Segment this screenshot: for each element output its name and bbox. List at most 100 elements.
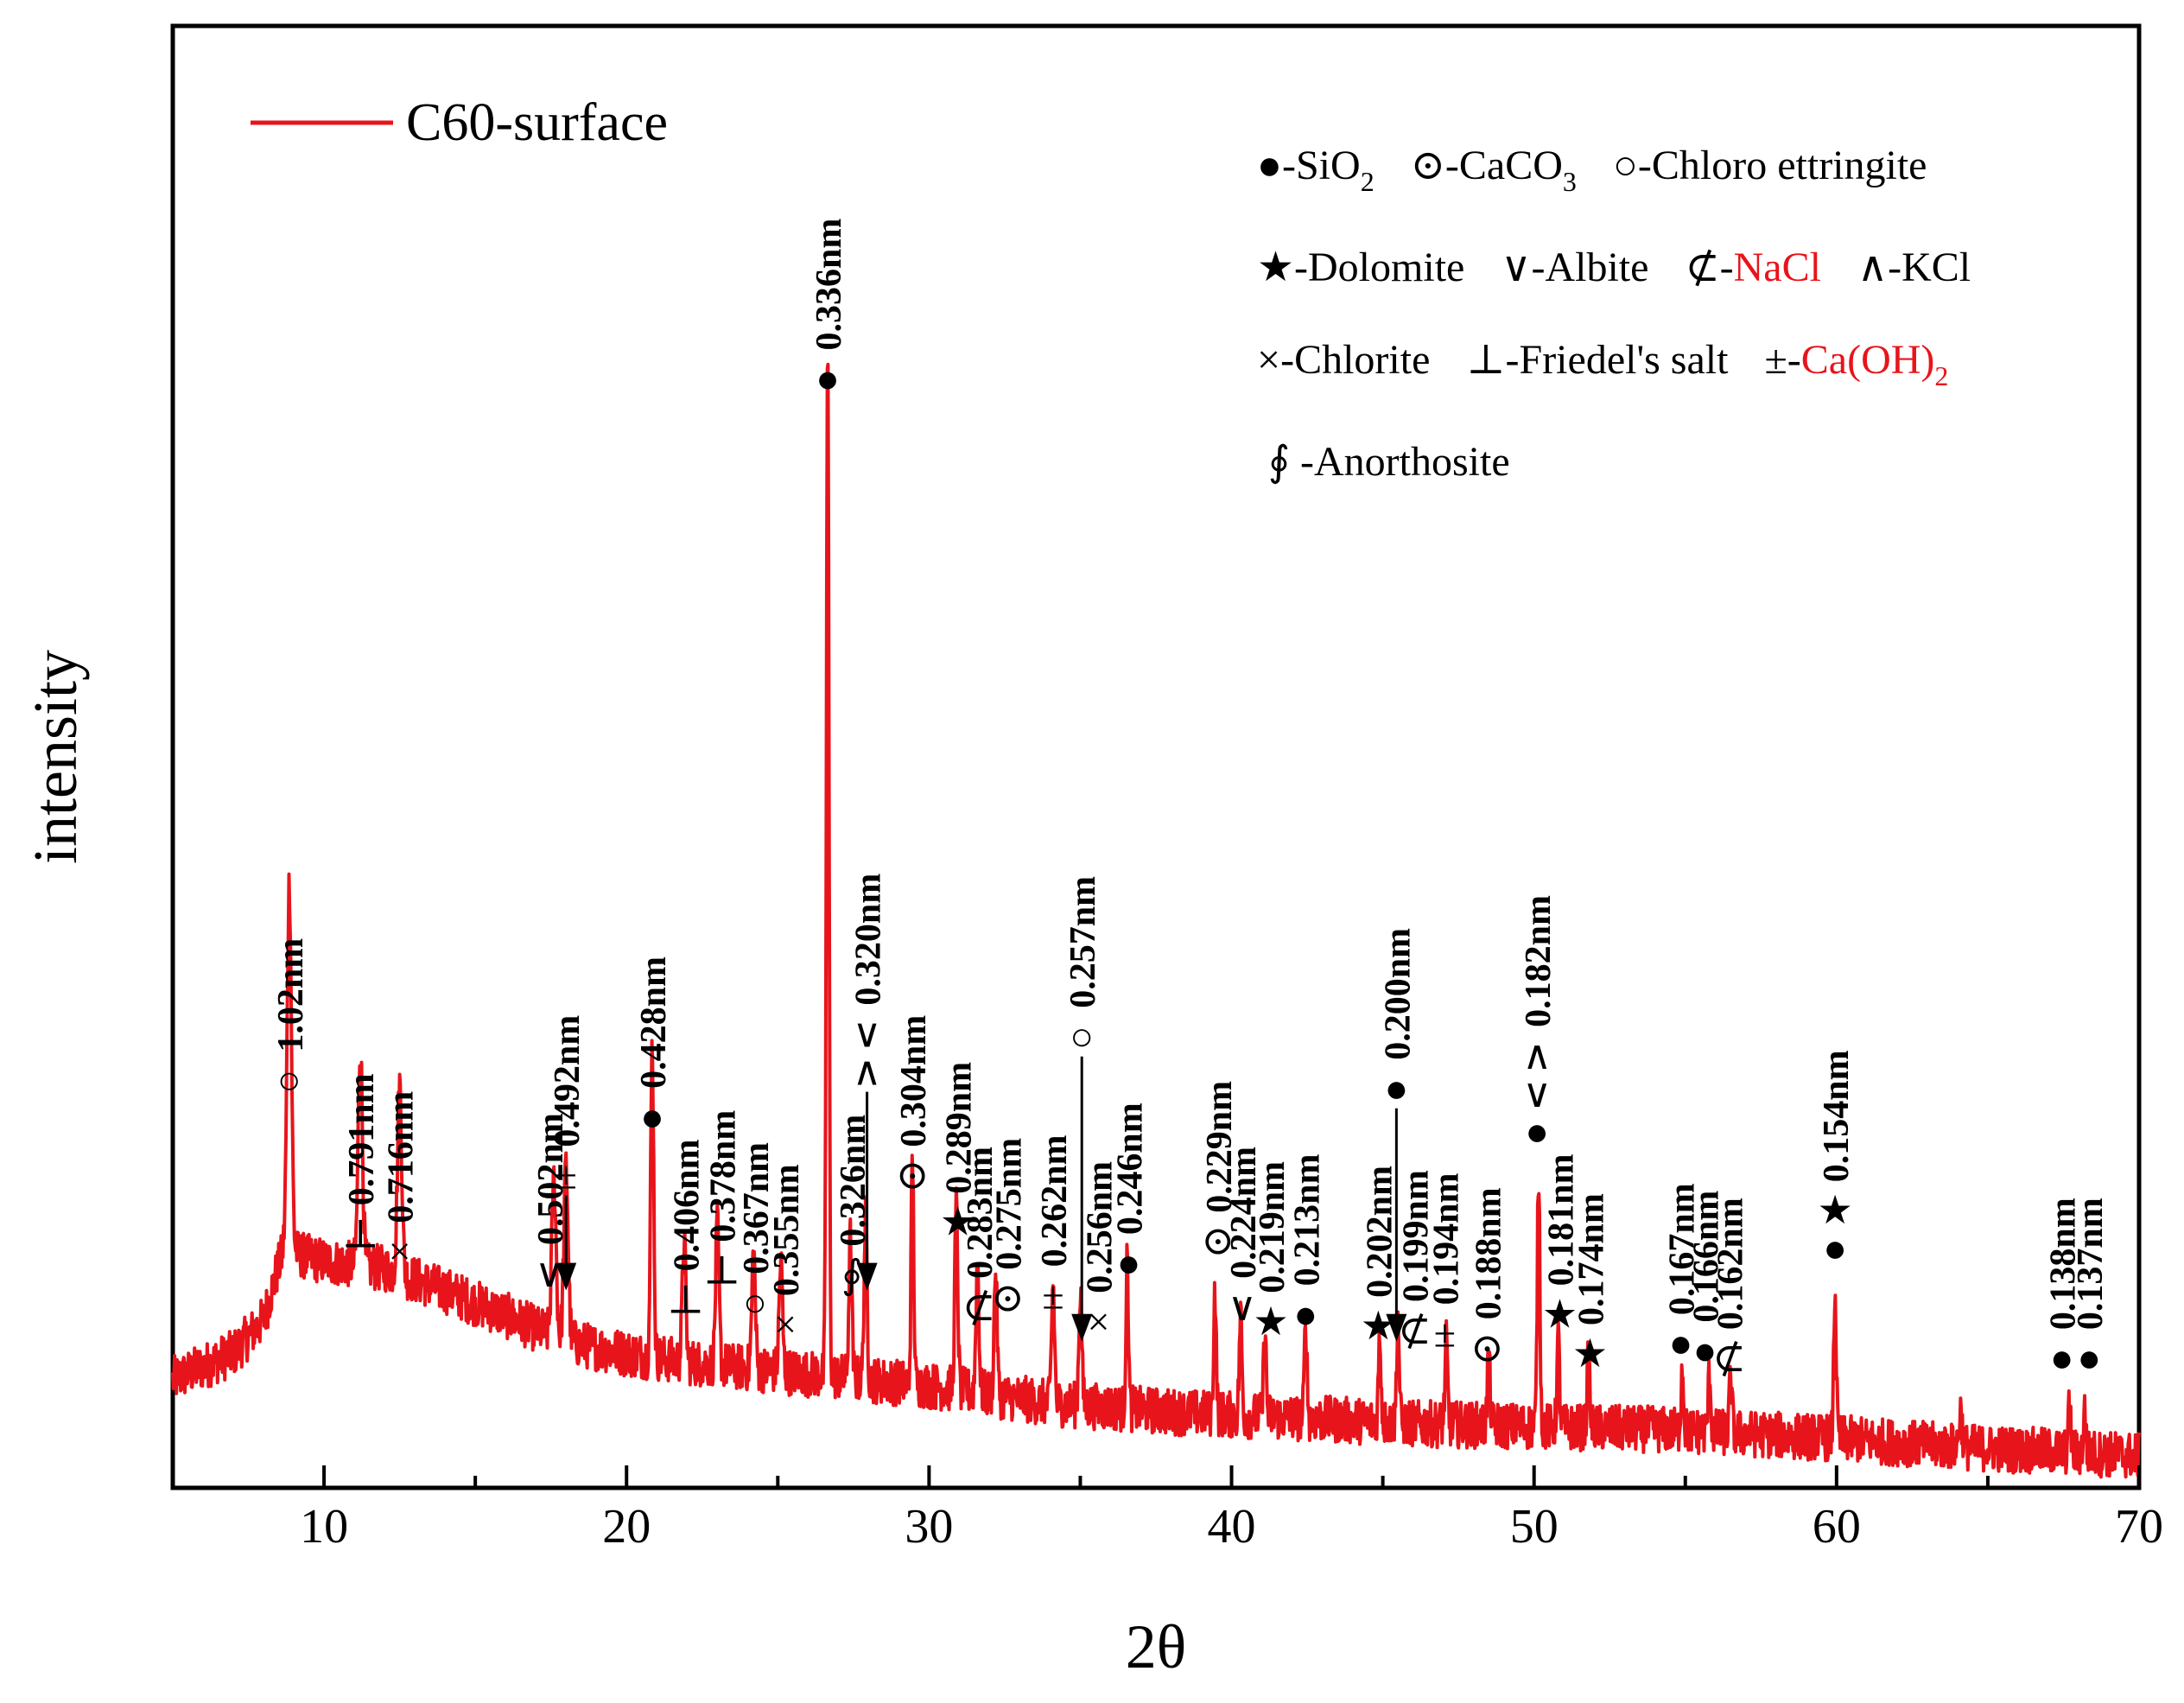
peak-annotation: ● 0.167nm (1663, 1183, 1703, 1365)
peak-annotation: ⊥ 0.791nm (341, 1073, 382, 1255)
key-symbol-dolomite: ★ (1257, 245, 1294, 290)
annotation-symbol: ○ (743, 1280, 767, 1325)
annotation-d-spacing-label: 0.219nm (1253, 1161, 1292, 1293)
annotation-symbol: ● (2050, 1336, 2074, 1380)
key-symbol-anorthosite: ∮ (1268, 439, 1290, 485)
peak-annotation: ⊄ 0.283nm (961, 1147, 1000, 1329)
annotation-symbol: × (774, 1302, 797, 1346)
peak-annotation: ● 0.137nm (2071, 1198, 2111, 1380)
annotation-symbol: ∧ (1522, 1033, 1552, 1077)
annotation-d-spacing-label: 0.213nm (1287, 1153, 1327, 1286)
peak-annotation: ±0.492nm (548, 1015, 587, 1291)
x-tick-label: 30 (905, 1500, 953, 1554)
annotation-d-spacing-label: 0.275nm (989, 1138, 1029, 1270)
annotation-symbol: ● (1384, 1066, 1408, 1110)
annotation-d-spacing-label: 0.428nm (634, 956, 674, 1089)
peak-annotation: ● 0.246nm (1110, 1103, 1150, 1285)
key-symbol-chloro-ettringite: ○ (1613, 143, 1638, 188)
annotation-d-spacing-label: 0.181nm (1541, 1153, 1581, 1286)
peak-annotation: ★ 0.202nm (1360, 1166, 1400, 1348)
peak-annotation: ★ 0.289nm (940, 1062, 980, 1244)
phase-key-row-2: ★-Dolomite ∨-Albite ⊄-NaCl ∧-KCl (1257, 245, 1971, 290)
annotation-symbol: ∧ (853, 1050, 882, 1094)
peak-annotation: ●★ 0.154nm (1817, 1050, 1857, 1270)
peak-annotation: ⊄ 0.199nm (1396, 1170, 1436, 1352)
series-line-c60-surface (171, 362, 2141, 1479)
annotation-arrow-head (556, 1262, 577, 1291)
key-name-sio2: SiO (1296, 143, 1361, 188)
y-axis-title: intensity (21, 650, 90, 864)
x-tick-label: 70 (2115, 1500, 2163, 1554)
key-symbol-caoh2: ± (1764, 337, 1787, 383)
x-tick-label: 50 (1510, 1500, 1559, 1554)
x-tick-label: 20 (602, 1500, 651, 1554)
annotation-d-spacing-label: 0.367nm (737, 1142, 777, 1274)
annotation-symbol: ⊄ (1398, 1308, 1432, 1352)
key-name-anorthosite: Anorthosite (1314, 439, 1510, 485)
annotation-symbol: ● (1293, 1292, 1317, 1336)
peak-annotation: ⊄ 0.162nm (1711, 1198, 1751, 1380)
peak-annotation: ●∨∧ 0.182nm (1519, 895, 1559, 1153)
annotation-d-spacing-label: 0.166nm (1687, 1191, 1727, 1323)
key-name-friedels-salt: Friedel's salt (1520, 337, 1730, 383)
annotation-d-spacing-label: 0.162nm (1711, 1198, 1751, 1330)
key-name-kcl: KCl (1901, 245, 1971, 290)
annotation-symbol: × (1087, 1299, 1109, 1344)
annotation-d-spacing-label: 0.355nm (767, 1164, 807, 1296)
annotation-d-spacing-label: 0.336nm (809, 219, 849, 351)
annotation-symbol: ● (2077, 1336, 2101, 1380)
annotation-d-spacing-label: 1.02nm (271, 938, 311, 1052)
annotation-symbol: ○ (1070, 1014, 1094, 1058)
key-symbol-caco3: ⊙ (1411, 143, 1445, 188)
annotation-arrow-head (1071, 1313, 1093, 1342)
key-name-dolomite: Dolomite (1308, 245, 1464, 290)
key-symbol-nacl: ⊄ (1685, 245, 1719, 290)
annotation-symbol: ± (556, 1153, 577, 1198)
peak-annotation: ○ 1.02nm (271, 938, 311, 1103)
peak-annotation: ⊙ 0.229nm (1200, 1081, 1240, 1263)
x-axis-title: 2θ (1126, 1612, 1187, 1681)
peak-annotation: ★ 0.174nm (1571, 1193, 1611, 1376)
annotation-d-spacing-label: 0.224nm (1224, 1147, 1264, 1279)
annotation-d-spacing-label: 0.138nm (2044, 1198, 2084, 1330)
annotation-d-spacing-label: 0.246nm (1110, 1103, 1150, 1235)
peak-annotation: ★ 0.219nm (1253, 1161, 1292, 1344)
peak-annotation: ● 0.213nm (1287, 1153, 1327, 1336)
peak-annotation: ○ 0.257nm (1063, 876, 1103, 1342)
annotation-symbol: ★ (1361, 1304, 1396, 1348)
annotation-symbol: ⊙ (1202, 1219, 1235, 1263)
x-axis-ticks: 10 20 30 40 50 60 70 (171, 1465, 2163, 1554)
annotation-symbol: ⊄ (1712, 1336, 1746, 1380)
peak-annotation: ● 0.428nm (634, 956, 674, 1139)
peak-annotation: ⊥ 0.406nm (667, 1140, 708, 1322)
annotation-d-spacing-label: 0.137nm (2071, 1198, 2111, 1330)
peak-annotation: ★ 0.181nm (1541, 1153, 1581, 1336)
phase-key: ●-SiO2 ⊙-CaCO3 ○-Chloro ettringite ★-Dol… (1257, 143, 1971, 485)
peak-annotation: ● 0.166nm (1687, 1191, 1727, 1373)
key-symbol-chlorite: × (1257, 337, 1280, 383)
peak-annotation: ● 0.200nm (1378, 928, 1418, 1342)
annotation-d-spacing-label: 0.289nm (940, 1062, 980, 1194)
annotation-symbol: ● (1525, 1109, 1549, 1153)
annotation-symbol: × (389, 1230, 411, 1274)
key-name-chloro-ettringite: Chloro ettringite (1652, 143, 1927, 188)
key-symbol-sio2: ● (1257, 143, 1282, 188)
annotation-d-spacing-label: 0.492nm (548, 1015, 587, 1147)
annotation-symbol: ∨ (535, 1251, 564, 1295)
annotation-symbol: ⊄ (962, 1285, 996, 1329)
annotation-d-spacing-label: 0.256nm (1080, 1161, 1120, 1293)
peak-annotation: ○ 0.367nm (737, 1142, 777, 1325)
annotation-d-spacing-label: 0.167nm (1663, 1183, 1703, 1315)
peak-annotation: ∨ 0.224nm (1224, 1147, 1264, 1329)
annotation-arrow-head (856, 1262, 878, 1291)
peak-annotation: × 0.716nm (382, 1091, 422, 1274)
annotation-d-spacing-label: 0.154nm (1817, 1050, 1857, 1182)
annotation-symbol: ★ (1817, 1188, 1852, 1232)
key-symbol-albite: ∨ (1501, 245, 1531, 290)
peak-annotation: ±0.194nm (1426, 1172, 1466, 1355)
annotation-symbol: ∮ (841, 1253, 862, 1297)
annotation-d-spacing-label: 0.320nm (849, 874, 889, 1006)
annotation-symbol: ⊥ (703, 1249, 740, 1293)
peak-annotation: ⊙ 0.275nm (989, 1138, 1029, 1320)
